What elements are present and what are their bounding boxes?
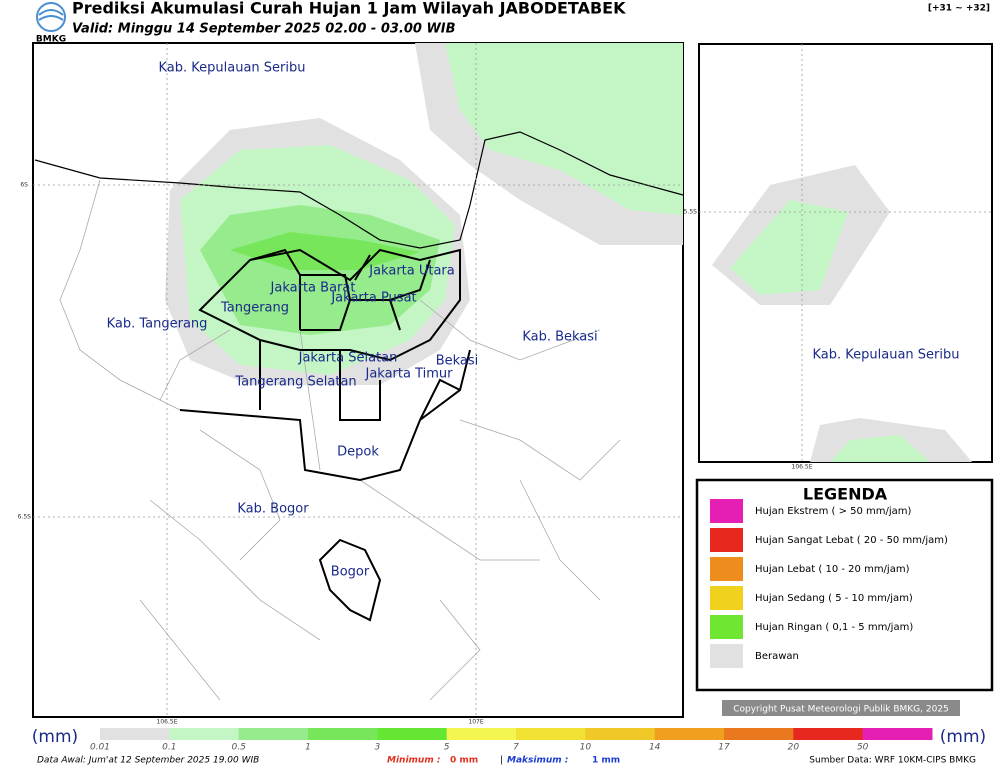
copyright-box [722, 700, 960, 716]
legend-label: Hujan Sedang ( 5 - 10 mm/jam) [755, 593, 913, 604]
colorbar-label: 0.5 [232, 743, 247, 753]
colorbar-segment [377, 728, 448, 740]
region-label: Kab. Kepulauan Seribu [159, 61, 306, 76]
colorbar-label: 14 [649, 743, 661, 753]
colorbar-label: 5 [444, 743, 450, 753]
minimum-label: Minimum : [387, 756, 440, 766]
colorbar-segment [793, 728, 864, 740]
colorbar-segment [585, 728, 656, 740]
region-label: Jakarta Timur [364, 367, 453, 382]
region-label: Kab. Kepulauan Seribu [813, 348, 960, 363]
logo-text: BMKG [36, 35, 66, 45]
legend-swatch [710, 615, 743, 639]
copyright: Copyright Pusat Meteorologi Publik BMKG,… [733, 705, 949, 715]
region-label: Jakarta Utara [368, 264, 455, 279]
legend: LEGENDA Hujan Ekstrem ( > 50 mm/jam) Huja… [695, 478, 994, 692]
colorbar-label: 50 [857, 743, 869, 753]
colorbar-label: 0.1 [162, 743, 176, 753]
legend-swatch [710, 528, 743, 552]
range: [+31 ~ +32] [928, 4, 990, 14]
grid-label: 106.5E [792, 464, 813, 471]
colorbar: (mm) (mm) 0.01 0.1 0.5 1 3 5 7 10 14 17 20 50 [32, 727, 986, 753]
legend-swatch [710, 557, 743, 581]
colorbar-segment [446, 728, 517, 740]
maximum-value: 1 mm [592, 756, 620, 766]
legend-swatch [710, 644, 743, 668]
colorbar-label: 10 [580, 743, 592, 753]
colorbar-segment [100, 728, 170, 740]
grid-label: 6.5S [18, 514, 32, 521]
inset-map: 5.5S 106.5E Kab. Kepulauan Seribu [684, 43, 993, 471]
region-label: Depok [337, 445, 379, 460]
region-label: Bogor [331, 565, 370, 580]
colorbar-label: 17 [718, 743, 730, 753]
grid-label: 5.5S [684, 209, 698, 216]
colorbar-segment [862, 728, 933, 740]
colorbar-label: 7 [513, 743, 519, 753]
valid-time: Valid: Minggu 14 September 2025 02.00 - … [72, 22, 456, 37]
separator: | [500, 756, 503, 766]
region-label: Jakarta Pusat [330, 291, 416, 306]
colorbar-segment [308, 728, 378, 740]
source: Sumber Data: WRF 10KM-CIPS BMKG [809, 756, 976, 766]
colorbar-segment [654, 728, 725, 740]
grid-label: 107E [468, 719, 483, 726]
logo: BMKG [36, 2, 66, 45]
region-label: Bekasi [436, 354, 479, 369]
legend-label: Berawan [755, 651, 799, 662]
unit-label: (mm) [940, 727, 986, 747]
data-awal: Data Awal: Jum'at 12 September 2025 19.0… [37, 756, 259, 766]
region-label: Kab. Bogor [237, 502, 309, 517]
region-label: Tangerang [220, 301, 289, 316]
grid-label: 106.5E [157, 719, 178, 726]
region-label: Kab. Bekasi [522, 330, 597, 345]
legend-label: Hujan Sangat Lebat ( 20 - 50 mm/jam) [755, 535, 948, 546]
colorbar-label: 3 [374, 743, 380, 753]
legend-label: Hujan Ekstrem ( > 50 mm/jam) [755, 506, 912, 517]
legend-swatch [710, 586, 743, 610]
maximum-label: Maksimum : [507, 756, 568, 766]
colorbar-segment [238, 728, 309, 740]
colorbar-label: 20 [788, 743, 800, 753]
colorbar-label: 1 [305, 743, 311, 753]
legend-title: LEGENDA [803, 485, 888, 504]
region-label: Jakarta Selatan [298, 351, 398, 366]
grid-label: 6S [20, 182, 28, 189]
title: Prediksi Akumulasi Curah Hujan 1 Jam Wil… [72, 0, 626, 18]
colorbar-label: 0.01 [90, 743, 110, 753]
region-label: Kab. Tangerang [107, 317, 208, 332]
colorbar-segment [516, 728, 586, 740]
legend-label: Hujan Ringan ( 0,1 - 5 mm/jam) [755, 622, 913, 633]
region-label: Tangerang Selatan [234, 375, 356, 390]
main-map: 6S 6.5S 106.5E 107E Kab. Kepulauan Serib… [18, 42, 684, 726]
legend-swatch [710, 499, 743, 523]
colorbar-segment [724, 728, 794, 740]
colorbar-segment [169, 728, 240, 740]
region-label: Jakarta Barat [270, 281, 356, 296]
unit-label: (mm) [32, 727, 78, 747]
legend-label: Hujan Lebat ( 10 - 20 mm/jam) [755, 564, 910, 575]
minimum-value: 0 mm [450, 756, 478, 766]
